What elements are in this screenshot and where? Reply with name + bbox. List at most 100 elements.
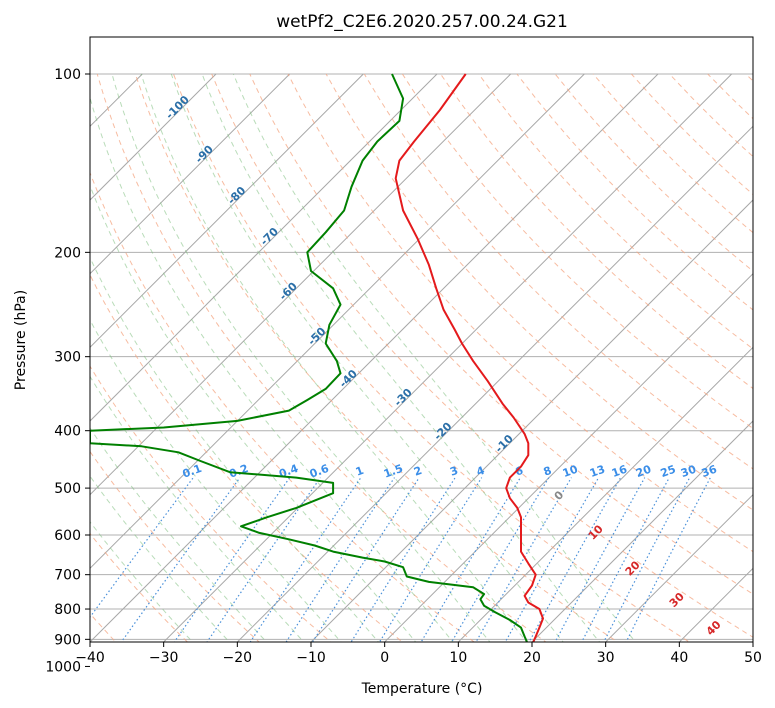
dry-adiabat-line — [745, 73, 753, 82]
mixing-ratio-line — [625, 477, 711, 642]
mixing-ratio-label: 2 — [412, 464, 424, 479]
mixing-ratio-line — [285, 477, 395, 642]
isotherm-line — [90, 73, 659, 642]
theta-e-label: 20 — [623, 558, 643, 578]
mixing-ratio-label: 36 — [700, 462, 719, 480]
y-tick-label: 300 — [54, 350, 81, 366]
moist-adiabat-line — [90, 319, 342, 642]
y-tick-label: 1000 — [45, 659, 81, 675]
moist-adiabat-line — [90, 475, 231, 642]
dry-adiabat-line — [90, 171, 475, 642]
isotherm-line — [383, 272, 753, 642]
mixing-ratio-label: 10 — [561, 462, 580, 480]
isotherm-label: -80 — [225, 184, 248, 207]
x-tick-label: −20 — [223, 650, 253, 666]
isotherm-line — [531, 420, 753, 642]
plot-frame — [89, 36, 754, 643]
dry-adiabat-line — [440, 73, 753, 390]
theta-e-label: 0 — [552, 488, 567, 503]
dry-adiabat-line — [90, 365, 332, 642]
moist-adiabat-line — [232, 73, 637, 642]
dry-adiabat-line — [173, 73, 691, 642]
dry-adiabat-line — [249, 73, 753, 595]
mixing-ratio-line — [120, 477, 241, 642]
dry-adiabat-line — [478, 73, 753, 350]
x-tick-label: 50 — [744, 650, 762, 666]
isotherm-label: -70 — [258, 225, 281, 248]
mixing-ratio-label: 4 — [475, 464, 487, 479]
isotherm-label: -60 — [277, 279, 300, 302]
dry-adiabat-line — [90, 532, 189, 642]
dewpoint-profile-line — [90, 73, 529, 642]
mixing-ratio-label: 13 — [588, 463, 607, 480]
y-tick-label: 200 — [54, 245, 81, 261]
mixing-ratio-line — [603, 477, 691, 642]
x-tick-label: 40 — [670, 650, 688, 666]
moist-adiabat-line — [111, 73, 491, 642]
dry-adiabat-line — [554, 73, 753, 272]
moist-adiabat-line — [140, 73, 528, 642]
isotherm-line — [90, 73, 585, 570]
dry-adiabat-line — [90, 450, 260, 642]
y-axis-label: Pressure (hPa) — [13, 290, 29, 390]
y-tick-label: 400 — [54, 424, 81, 440]
mixing-ratio-label: 30 — [679, 462, 698, 480]
mixing-ratio-label: 16 — [610, 462, 629, 480]
isotherm-line — [678, 567, 753, 642]
moist-adiabat-line — [90, 95, 454, 642]
isotherm-line — [0, 74, 69, 679]
x-tick-label: 10 — [449, 650, 467, 666]
x-tick-label: 0 — [380, 650, 389, 666]
mixing-ratio-label: 25 — [659, 463, 678, 480]
isotherm-line — [752, 641, 753, 642]
y-tick-label: 600 — [54, 528, 81, 544]
mixing-ratio-line — [504, 477, 600, 642]
moist-adiabat-line — [90, 427, 268, 642]
mixing-ratio-label: 0.6 — [308, 462, 331, 481]
dry-adiabat-line — [401, 73, 753, 430]
isotherm-line — [457, 346, 753, 642]
moist-adiabat-line — [90, 520, 194, 642]
x-tick-label: −40 — [75, 650, 105, 666]
mixing-ratio-label: 8 — [542, 464, 554, 479]
isotherm-line — [90, 73, 217, 201]
mixing-ratio-line — [420, 477, 521, 642]
dry-adiabat-line — [96, 73, 547, 642]
moist-adiabat-line — [201, 73, 601, 642]
mixing-ratio-line — [350, 477, 456, 642]
dry-adiabat-line — [669, 73, 753, 158]
moist-adiabat-line — [90, 256, 380, 642]
y-tick-label: 900 — [54, 632, 81, 648]
isotherm-label: -90 — [193, 143, 216, 166]
y-tick-label: 500 — [54, 481, 81, 497]
mixing-ratio-label: 3 — [448, 464, 460, 479]
theta-e-label: 10 — [586, 522, 606, 542]
mixing-ratio-line — [173, 477, 291, 642]
isotherm-line — [90, 73, 512, 496]
mixing-ratio-label: 0.2 — [227, 462, 250, 481]
mixing-ratio-label: 1.5 — [382, 462, 405, 481]
mixing-ratio-label: 1 — [354, 464, 366, 479]
theta-e-label: 40 — [704, 618, 724, 638]
x-tick-label: 30 — [597, 650, 615, 666]
dry-adiabat-line — [363, 73, 753, 470]
mixing-ratio-label: 20 — [634, 462, 653, 480]
mixing-ratio-line — [528, 477, 622, 642]
y-tick-label: 100 — [54, 67, 81, 83]
isotherm-line — [90, 73, 291, 275]
isotherm-line — [90, 73, 364, 349]
y-tick-label: 800 — [54, 602, 81, 618]
dry-adiabat-line — [707, 73, 753, 120]
x-axis-label: Temperature (°C) — [361, 681, 483, 697]
isotherm-label: -30 — [392, 386, 415, 409]
isotherm-line — [90, 73, 438, 422]
moist-adiabat-line — [90, 375, 305, 642]
mixing-ratio-line — [311, 477, 420, 642]
dry-adiabat-line — [90, 273, 404, 642]
dry-adiabat-line — [90, 612, 117, 642]
moist-adiabat-line — [170, 73, 564, 642]
mixing-ratio-label: 6 — [513, 464, 525, 479]
isotherm-line — [604, 493, 753, 642]
isotherm-label: -20 — [431, 420, 454, 443]
